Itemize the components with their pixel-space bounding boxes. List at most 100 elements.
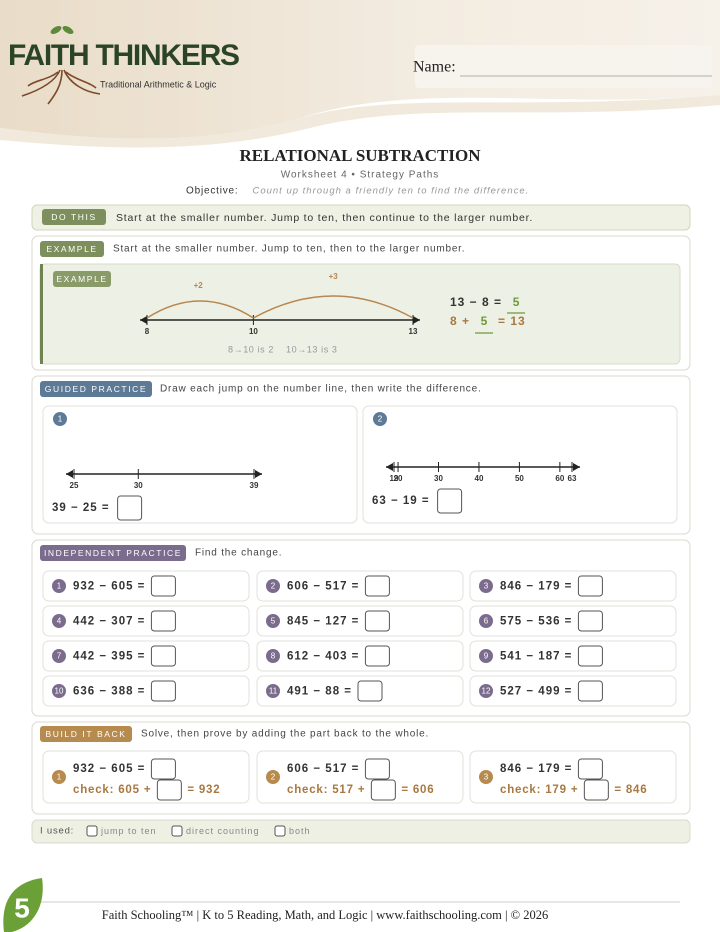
answer-box [364,610,390,632]
badge [52,614,66,628]
section-tag-label: DO THIS [51,212,97,222]
badge-number: 2 [271,773,276,782]
section-tag [53,271,111,287]
tick-label: 10 [249,327,258,336]
note: 8→10 is 2 [228,344,274,354]
section-tag-label: INDEPENDENT PRACTICE [44,548,182,558]
answer-box [150,575,176,597]
expression: 442 − 307 = [73,616,145,628]
check-right: = 606 [401,784,434,796]
expression: 845 − 127 = [287,616,359,628]
tick-label: 13 [409,327,418,336]
jump-arc [146,300,254,319]
expression: 541 − 187 = [500,651,572,663]
example-accent [40,264,43,364]
example-card [39,263,681,365]
card [469,570,677,602]
card [42,605,250,637]
section-tag-label: EXAMPLE [46,244,97,254]
jump-arc [253,295,414,319]
badge [479,579,493,593]
badge-number: 1 [57,773,62,782]
card [469,750,677,804]
checkbox[interactable] [86,825,98,837]
check-left: check: 517 + [287,784,365,796]
section-text: Start at the smaller number. Jump to ten… [113,244,465,255]
used-option: both [289,826,311,836]
expression: 846 − 179 = [500,581,572,593]
card [42,570,250,602]
badge [52,684,66,698]
card [469,640,677,672]
brand: FAITH THINKERS [8,39,240,72]
badge [52,649,66,663]
check-left: check: 605 + [73,784,151,796]
expression: 606 − 517 = [287,763,359,775]
instruction-text: Start at the smaller number. Jump to ten… [116,212,533,224]
badge-number: 11 [269,687,278,696]
badge [52,770,66,784]
expression: 932 − 605 = [73,763,145,775]
footer-leaf [3,878,43,932]
tick-label: 63 [568,474,577,483]
tagline: Traditional Arithmetic & Logic [100,79,217,89]
answer-box [150,680,176,702]
answer-box [150,758,176,780]
badge [266,649,280,663]
card [469,605,677,637]
title: RELATIONAL SUBTRACTION [239,146,481,165]
objective-text: Count up through a friendly ten to find … [252,186,529,197]
badge [53,412,67,426]
badge-number: 2 [271,582,276,591]
expression: 612 − 403 = [287,651,359,663]
equation: 8 + [450,314,470,328]
answer-box [364,645,390,667]
expression: 932 − 605 = [73,581,145,593]
name-label: Name: [413,59,456,76]
badge-number: 4 [57,617,62,626]
tick-label: 60 [555,474,564,483]
badge-number: 8 [271,652,276,661]
section-text: Find the change. [195,548,282,559]
answer-box [357,680,383,702]
equation-answer: 5 [481,314,488,328]
badge [266,614,280,628]
card [42,675,250,707]
expression: 39 − 25 = [52,502,110,514]
section-tag [40,381,152,397]
section-text: Draw each jump on the number line, then … [160,384,482,395]
check-right: = 846 [614,784,647,796]
card [256,570,464,602]
header-wave [0,95,720,148]
answer-box [577,758,603,780]
expression: 575 − 536 = [500,616,572,628]
answer-box [370,779,396,801]
expression: 442 − 395 = [73,651,145,663]
used-label: I used: [40,826,74,837]
instruction-bar [31,204,691,231]
equation: 13 − 8 = [450,295,502,309]
note: 10→13 is 3 [286,344,338,354]
checkbox[interactable] [171,825,183,837]
objective-label: Objective: [186,186,238,197]
badge-number: 3 [484,582,489,591]
answer-box [577,610,603,632]
tick-label: 39 [250,481,259,490]
used-option: jump to ten [100,826,157,836]
badge [479,649,493,663]
card [469,675,677,707]
badge-number: 12 [482,687,491,696]
checkbox[interactable] [274,825,286,837]
badge [266,770,280,784]
jump-label: +2 [194,281,204,290]
tick-label: 25 [70,481,79,490]
jump-label: +3 [329,272,339,281]
expression: 527 − 499 = [500,686,572,698]
answer-box [577,645,603,667]
tick-label: 8 [145,327,150,336]
tick-label: 50 [515,474,524,483]
subtitle: Worksheet 4 • Strategy Paths [281,170,440,181]
expression: 636 − 388 = [73,686,145,698]
answer-box [364,758,390,780]
